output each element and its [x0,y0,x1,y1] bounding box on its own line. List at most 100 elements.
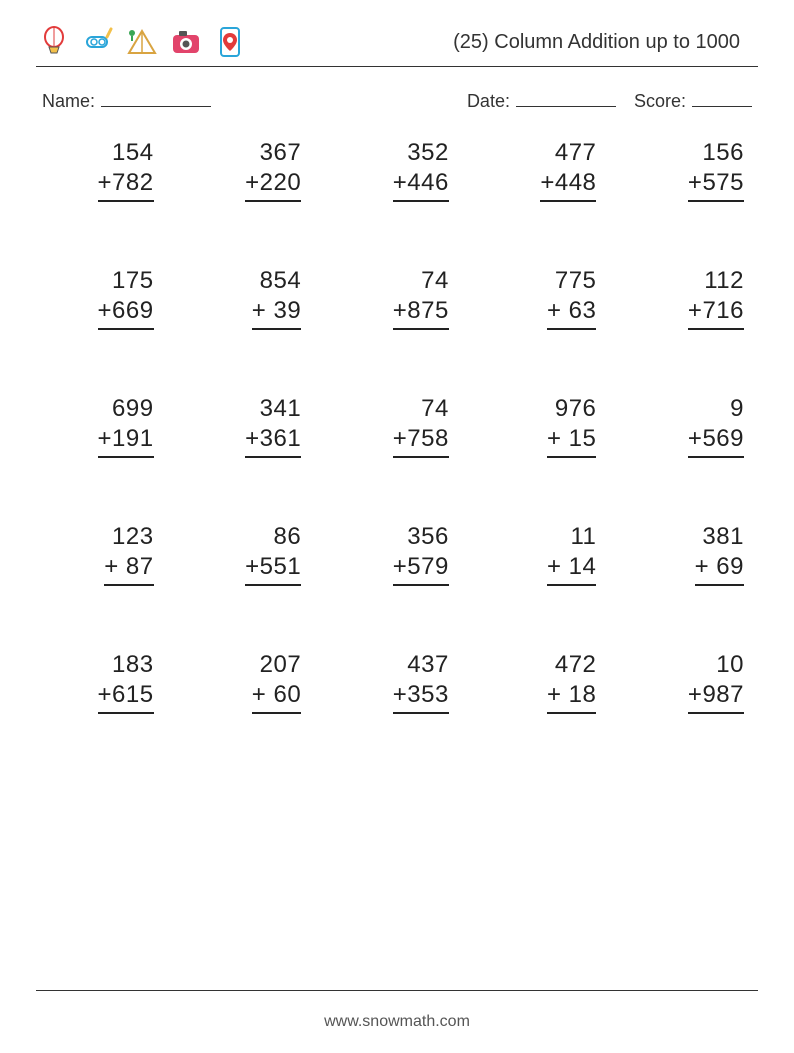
problem-body: 156+575 [688,138,744,202]
problem: 9+569 [640,394,744,458]
problem-body: 775+ 63 [547,266,596,330]
addend-top: 154 [98,138,154,168]
problem: 352+446 [345,138,449,202]
pyramid-icon [124,24,160,60]
addend-top: 381 [695,522,744,552]
header-icons [36,24,248,60]
balloon-icon [36,24,72,60]
problem-body: 11+ 14 [547,522,596,586]
camera-icon [168,24,204,60]
footer-url: www.snowmath.com [0,1013,794,1031]
problem-body: 341+361 [245,394,301,458]
addend-top: 356 [393,522,449,552]
addend-bottom: +551 [245,552,301,586]
problem: 356+579 [345,522,449,586]
problem: 477+448 [493,138,597,202]
addend-top: 156 [688,138,744,168]
problem-body: 699+191 [98,394,154,458]
addend-top: 437 [393,650,449,680]
addend-top: 976 [547,394,596,424]
problem: 156+575 [640,138,744,202]
addend-top: 10 [688,650,744,680]
problem-body: 175+669 [98,266,154,330]
addend-bottom: +569 [688,424,744,458]
name-label: Name: [42,91,95,112]
problem-body: 74+758 [393,394,449,458]
date-score-group: Date: Score: [467,87,752,112]
problem-body: 381+ 69 [695,522,744,586]
addend-top: 112 [688,266,744,296]
addend-bottom: + 14 [547,552,596,586]
header: (25) Column Addition up to 1000 [36,20,758,64]
score-field: Score: [634,87,752,112]
problem: 775+ 63 [493,266,597,330]
problem: 437+353 [345,650,449,714]
date-blank[interactable] [516,87,616,107]
problem: 381+ 69 [640,522,744,586]
problem: 74+875 [345,266,449,330]
worksheet-page: (25) Column Addition up to 1000 Name: Da… [0,0,794,1053]
problems-grid: 154+782 367+220 352+446 477+448 156+575 … [36,138,758,714]
meta-row: Name: Date: Score: [42,87,752,112]
addend-bottom: +987 [688,680,744,714]
addend-top: 775 [547,266,596,296]
problem: 341+361 [198,394,302,458]
problem-body: 976+ 15 [547,394,596,458]
problem-body: 86+551 [245,522,301,586]
problem: 10+987 [640,650,744,714]
header-rule [36,66,758,67]
addend-bottom: +353 [393,680,449,714]
addend-bottom: +220 [245,168,301,202]
problem: 367+220 [198,138,302,202]
addend-bottom: +669 [98,296,154,330]
problem-body: 10+987 [688,650,744,714]
problem: 86+551 [198,522,302,586]
addend-bottom: + 87 [104,552,153,586]
addend-bottom: +446 [393,168,449,202]
problem: 74+758 [345,394,449,458]
addend-bottom: +782 [98,168,154,202]
problem: 183+615 [50,650,154,714]
problem: 154+782 [50,138,154,202]
problem: 112+716 [640,266,744,330]
addend-bottom: +758 [393,424,449,458]
name-blank[interactable] [101,87,211,107]
addend-bottom: +448 [540,168,596,202]
addend-top: 74 [393,394,449,424]
addend-top: 699 [98,394,154,424]
problem-body: 207+ 60 [252,650,301,714]
problem-body: 472+ 18 [547,650,596,714]
problem-body: 477+448 [540,138,596,202]
addend-top: 175 [98,266,154,296]
addend-top: 477 [540,138,596,168]
problem: 175+669 [50,266,154,330]
addend-top: 472 [547,650,596,680]
problem: 11+ 14 [493,522,597,586]
addend-bottom: +716 [688,296,744,330]
addend-bottom: +191 [98,424,154,458]
addend-bottom: + 15 [547,424,596,458]
worksheet-title: (25) Column Addition up to 1000 [453,31,758,54]
problem-body: 9+569 [688,394,744,458]
addend-top: 854 [252,266,301,296]
addend-top: 9 [688,394,744,424]
addend-top: 367 [245,138,301,168]
addend-bottom: + 69 [695,552,744,586]
addend-bottom: +875 [393,296,449,330]
problem: 976+ 15 [493,394,597,458]
addend-bottom: +361 [245,424,301,458]
addend-top: 352 [393,138,449,168]
addend-bottom: +575 [688,168,744,202]
score-blank[interactable] [692,87,752,107]
snorkel-icon [80,24,116,60]
problem-body: 74+875 [393,266,449,330]
addend-top: 123 [104,522,153,552]
problem-body: 123+ 87 [104,522,153,586]
problem: 123+ 87 [50,522,154,586]
addend-bottom: + 39 [252,296,301,330]
addend-bottom: + 18 [547,680,596,714]
addend-bottom: + 60 [252,680,301,714]
score-label: Score: [634,91,686,112]
problem-body: 356+579 [393,522,449,586]
problem: 699+191 [50,394,154,458]
